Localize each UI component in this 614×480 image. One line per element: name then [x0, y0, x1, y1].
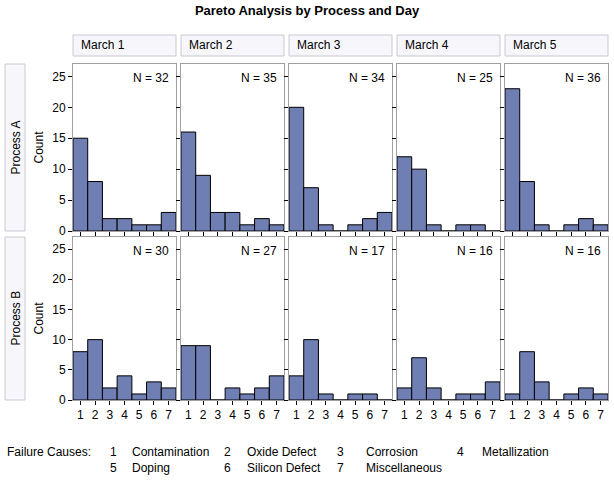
svg-text:N = 34: N = 34 [349, 71, 385, 85]
svg-text:1: 1 [185, 408, 192, 422]
svg-text:March 5: March 5 [513, 38, 557, 52]
svg-text:N = 27: N = 27 [241, 244, 277, 258]
svg-text:20: 20 [52, 101, 66, 115]
svg-text:20: 20 [52, 272, 66, 286]
svg-text:2: 2 [224, 445, 231, 459]
svg-text:March 2: March 2 [189, 38, 233, 52]
svg-text:1: 1 [401, 408, 408, 422]
svg-text:0: 0 [59, 224, 66, 238]
svg-text:Process B: Process B [9, 291, 23, 346]
svg-text:3: 3 [538, 408, 545, 422]
svg-text:3: 3 [337, 445, 344, 459]
svg-text:5: 5 [59, 193, 66, 207]
svg-text:7: 7 [597, 408, 604, 422]
svg-text:6: 6 [367, 408, 374, 422]
svg-text:7: 7 [273, 408, 280, 422]
svg-text:Oxide Defect: Oxide Defect [247, 445, 317, 459]
svg-text:4: 4 [553, 408, 560, 422]
svg-text:5: 5 [568, 408, 575, 422]
svg-text:N = 35: N = 35 [241, 71, 277, 85]
svg-text:Pareto Analysis by Process and: Pareto Analysis by Process and Day [195, 3, 420, 18]
svg-text:6: 6 [224, 461, 231, 475]
svg-text:Process A: Process A [9, 120, 23, 174]
svg-text:7: 7 [337, 461, 344, 475]
svg-text:Count: Count [32, 302, 46, 335]
svg-text:Silicon Defect: Silicon Defect [247, 461, 321, 475]
svg-text:5: 5 [136, 408, 143, 422]
svg-text:15: 15 [52, 131, 66, 145]
svg-text:4: 4 [445, 408, 452, 422]
svg-text:10: 10 [52, 333, 66, 347]
svg-text:N = 30: N = 30 [133, 244, 169, 258]
svg-text:7: 7 [165, 408, 172, 422]
svg-text:Failure Causes:: Failure Causes: [7, 445, 91, 459]
svg-text:5: 5 [352, 408, 359, 422]
svg-text:15: 15 [52, 303, 66, 317]
svg-text:5: 5 [460, 408, 467, 422]
svg-text:1: 1 [110, 445, 117, 459]
svg-text:2: 2 [92, 408, 99, 422]
svg-text:March 1: March 1 [81, 38, 125, 52]
svg-text:2: 2 [416, 408, 423, 422]
svg-text:N = 16: N = 16 [565, 244, 601, 258]
svg-text:7: 7 [489, 408, 496, 422]
svg-text:Miscellaneous: Miscellaneous [366, 461, 442, 475]
svg-text:6: 6 [475, 408, 482, 422]
svg-text:N = 32: N = 32 [133, 71, 169, 85]
svg-text:6: 6 [259, 408, 266, 422]
svg-text:3: 3 [430, 408, 437, 422]
svg-text:Contamination: Contamination [132, 445, 209, 459]
svg-text:0: 0 [59, 393, 66, 407]
svg-text:Metallization: Metallization [482, 445, 549, 459]
svg-text:4: 4 [121, 408, 128, 422]
svg-text:5: 5 [244, 408, 251, 422]
svg-text:1: 1 [77, 408, 84, 422]
svg-text:4: 4 [229, 408, 236, 422]
svg-text:5: 5 [110, 461, 117, 475]
svg-text:6: 6 [151, 408, 158, 422]
svg-text:2: 2 [200, 408, 207, 422]
svg-text:7: 7 [381, 408, 388, 422]
svg-text:25: 25 [52, 70, 66, 84]
svg-text:4: 4 [337, 408, 344, 422]
svg-text:N = 16: N = 16 [457, 244, 493, 258]
svg-text:3: 3 [322, 408, 329, 422]
svg-text:2: 2 [308, 408, 315, 422]
svg-text:2: 2 [524, 408, 531, 422]
svg-text:3: 3 [214, 408, 221, 422]
svg-text:March 4: March 4 [405, 38, 449, 52]
svg-text:Count: Count [32, 131, 46, 164]
svg-text:4: 4 [457, 445, 464, 459]
svg-text:6: 6 [583, 408, 590, 422]
svg-text:3: 3 [106, 408, 113, 422]
svg-text:25: 25 [52, 242, 66, 256]
svg-text:5: 5 [59, 363, 66, 377]
svg-text:March 3: March 3 [297, 38, 341, 52]
svg-text:N = 36: N = 36 [565, 71, 601, 85]
svg-text:Doping: Doping [132, 461, 170, 475]
svg-text:10: 10 [52, 162, 66, 176]
svg-text:Corrosion: Corrosion [366, 445, 418, 459]
svg-text:N = 25: N = 25 [457, 71, 493, 85]
svg-text:1: 1 [509, 408, 516, 422]
svg-text:N = 17: N = 17 [349, 244, 385, 258]
svg-text:1: 1 [293, 408, 300, 422]
